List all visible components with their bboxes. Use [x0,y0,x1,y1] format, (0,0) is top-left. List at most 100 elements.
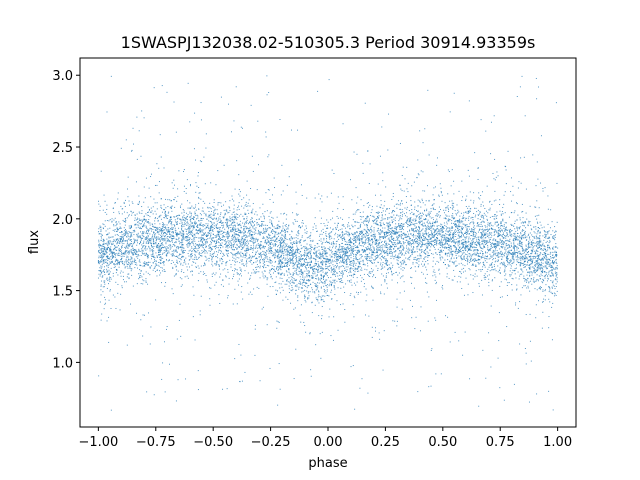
data-point [210,221,212,223]
data-point [135,219,137,221]
data-point [549,240,551,242]
data-point [326,224,328,226]
data-point [111,220,113,222]
data-point [193,247,195,249]
data-point [495,247,497,249]
data-point [207,207,209,209]
data-point [329,265,331,267]
data-point [353,233,355,235]
data-point [462,271,464,273]
data-point [127,196,129,198]
data-point [100,280,102,282]
data-point [239,231,241,233]
data-point [147,211,149,213]
data-point [229,207,231,209]
data-point [467,255,469,257]
data-point [399,245,401,247]
data-point [471,243,473,245]
data-point [122,236,124,238]
data-point [297,260,299,262]
data-point [202,271,204,273]
data-point [381,230,383,232]
data-point [499,248,501,250]
data-point [537,244,539,246]
data-point [394,226,396,228]
data-point [151,246,153,248]
data-point [128,200,130,202]
data-point [155,240,157,242]
data-point [330,268,332,270]
data-point [373,259,375,261]
data-point [351,199,353,201]
data-point [222,279,224,281]
data-point [329,246,331,248]
data-point [218,245,220,247]
data-point [260,241,262,243]
data-point [393,273,395,275]
data-point [474,152,476,154]
data-point [526,236,528,238]
data-point [201,225,203,227]
data-point [387,232,389,234]
data-point [172,232,174,234]
data-point [284,230,286,232]
data-point [277,268,279,270]
data-point [390,270,392,272]
data-point [356,270,358,272]
data-point [117,198,119,200]
data-point [216,209,218,211]
data-point [297,230,299,232]
data-point [257,250,259,252]
data-point [292,257,294,259]
data-point [391,279,393,281]
data-point [228,228,230,230]
data-point [492,228,494,230]
data-point [280,259,282,261]
data-point [384,280,386,282]
data-point [368,252,370,254]
data-point [166,91,168,93]
data-point [318,265,320,267]
data-point [459,218,461,220]
data-point [448,247,450,248]
data-point [178,227,180,229]
data-point [405,253,407,255]
data-point [504,228,506,230]
data-point [305,301,307,303]
data-point [372,287,374,289]
data-point [225,209,227,211]
data-point [302,284,304,286]
data-point [446,206,448,208]
data-point [464,270,466,272]
data-point [325,258,327,260]
data-point [498,252,500,254]
data-point [239,262,241,264]
data-point [447,264,449,266]
data-point [110,277,112,279]
data-point [392,216,394,218]
data-point [385,275,387,277]
data-point [388,249,390,251]
data-point [254,213,256,215]
data-point [477,167,479,169]
data-point [245,243,247,245]
data-point [291,254,293,256]
data-point [393,255,395,257]
data-point [401,218,403,220]
data-point [217,254,218,256]
data-point [388,243,390,245]
data-point [318,278,320,280]
data-point [301,194,303,196]
data-point [176,247,178,249]
data-point [204,273,206,275]
data-point [410,233,412,235]
data-point [460,234,462,236]
data-point [408,236,410,238]
data-point [192,242,194,244]
data-point [318,282,320,284]
data-point [356,249,358,251]
data-point [377,239,379,241]
data-point [326,219,328,221]
data-point [462,354,464,356]
data-point [202,252,204,254]
